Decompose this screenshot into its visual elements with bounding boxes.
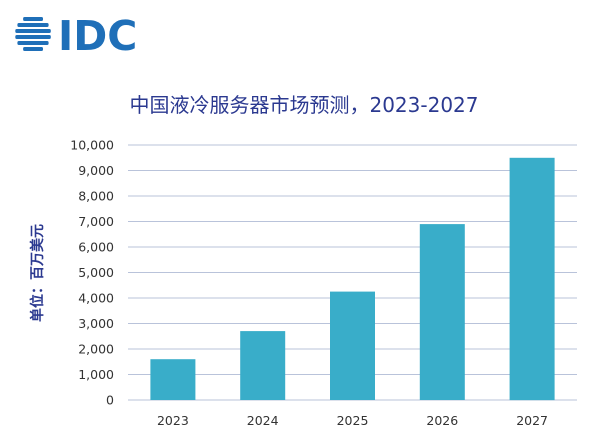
idc-logo: IDC — [15, 12, 137, 60]
globe-icon — [15, 17, 51, 51]
y-tick-label: 10,000 — [70, 138, 114, 153]
bar-2026 — [419, 224, 465, 400]
chart-title: 中国液冷服务器市场预测，2023-2027 — [129, 93, 478, 117]
x-tick-label: 2024 — [247, 413, 279, 428]
y-tick-label: 5,000 — [78, 265, 114, 280]
globe-stripe — [23, 47, 43, 51]
y-tick-label: 6,000 — [78, 240, 114, 255]
x-tick-label: 2025 — [337, 413, 369, 428]
bar-2023 — [150, 359, 196, 400]
y-tick-label: 3,000 — [78, 316, 114, 331]
globe-stripe — [17, 41, 49, 45]
globe-stripe — [17, 23, 49, 27]
y-tick-label: 0 — [106, 393, 114, 408]
x-tick-label: 2023 — [157, 413, 189, 428]
globe-stripe — [15, 35, 51, 39]
bars — [150, 157, 555, 401]
y-tick-label: 7,000 — [78, 214, 114, 229]
bar-2025 — [330, 291, 375, 400]
bar-2027 — [509, 157, 555, 401]
y-tick-label: 4,000 — [78, 291, 114, 306]
x-axis-ticks: 2023 2024 2025 2026 2027 — [157, 413, 548, 428]
y-axis-ticks: 0 1,000 2,000 3,000 4,000 5,000 6,000 7,000 8,00… — [70, 138, 114, 408]
logo-text: IDC — [58, 12, 137, 60]
y-tick-label: 9,000 — [78, 163, 114, 178]
globe-stripe — [15, 29, 51, 33]
x-tick-label: 2026 — [426, 413, 458, 428]
y-tick-label: 1,000 — [78, 367, 114, 382]
y-axis-label: 单位：百万美元 — [29, 224, 46, 322]
y-tick-label: 8,000 — [78, 189, 114, 204]
x-tick-label: 2027 — [516, 413, 548, 428]
bar-2024 — [240, 331, 286, 400]
globe-stripe — [23, 17, 43, 21]
y-tick-label: 2,000 — [78, 342, 114, 357]
